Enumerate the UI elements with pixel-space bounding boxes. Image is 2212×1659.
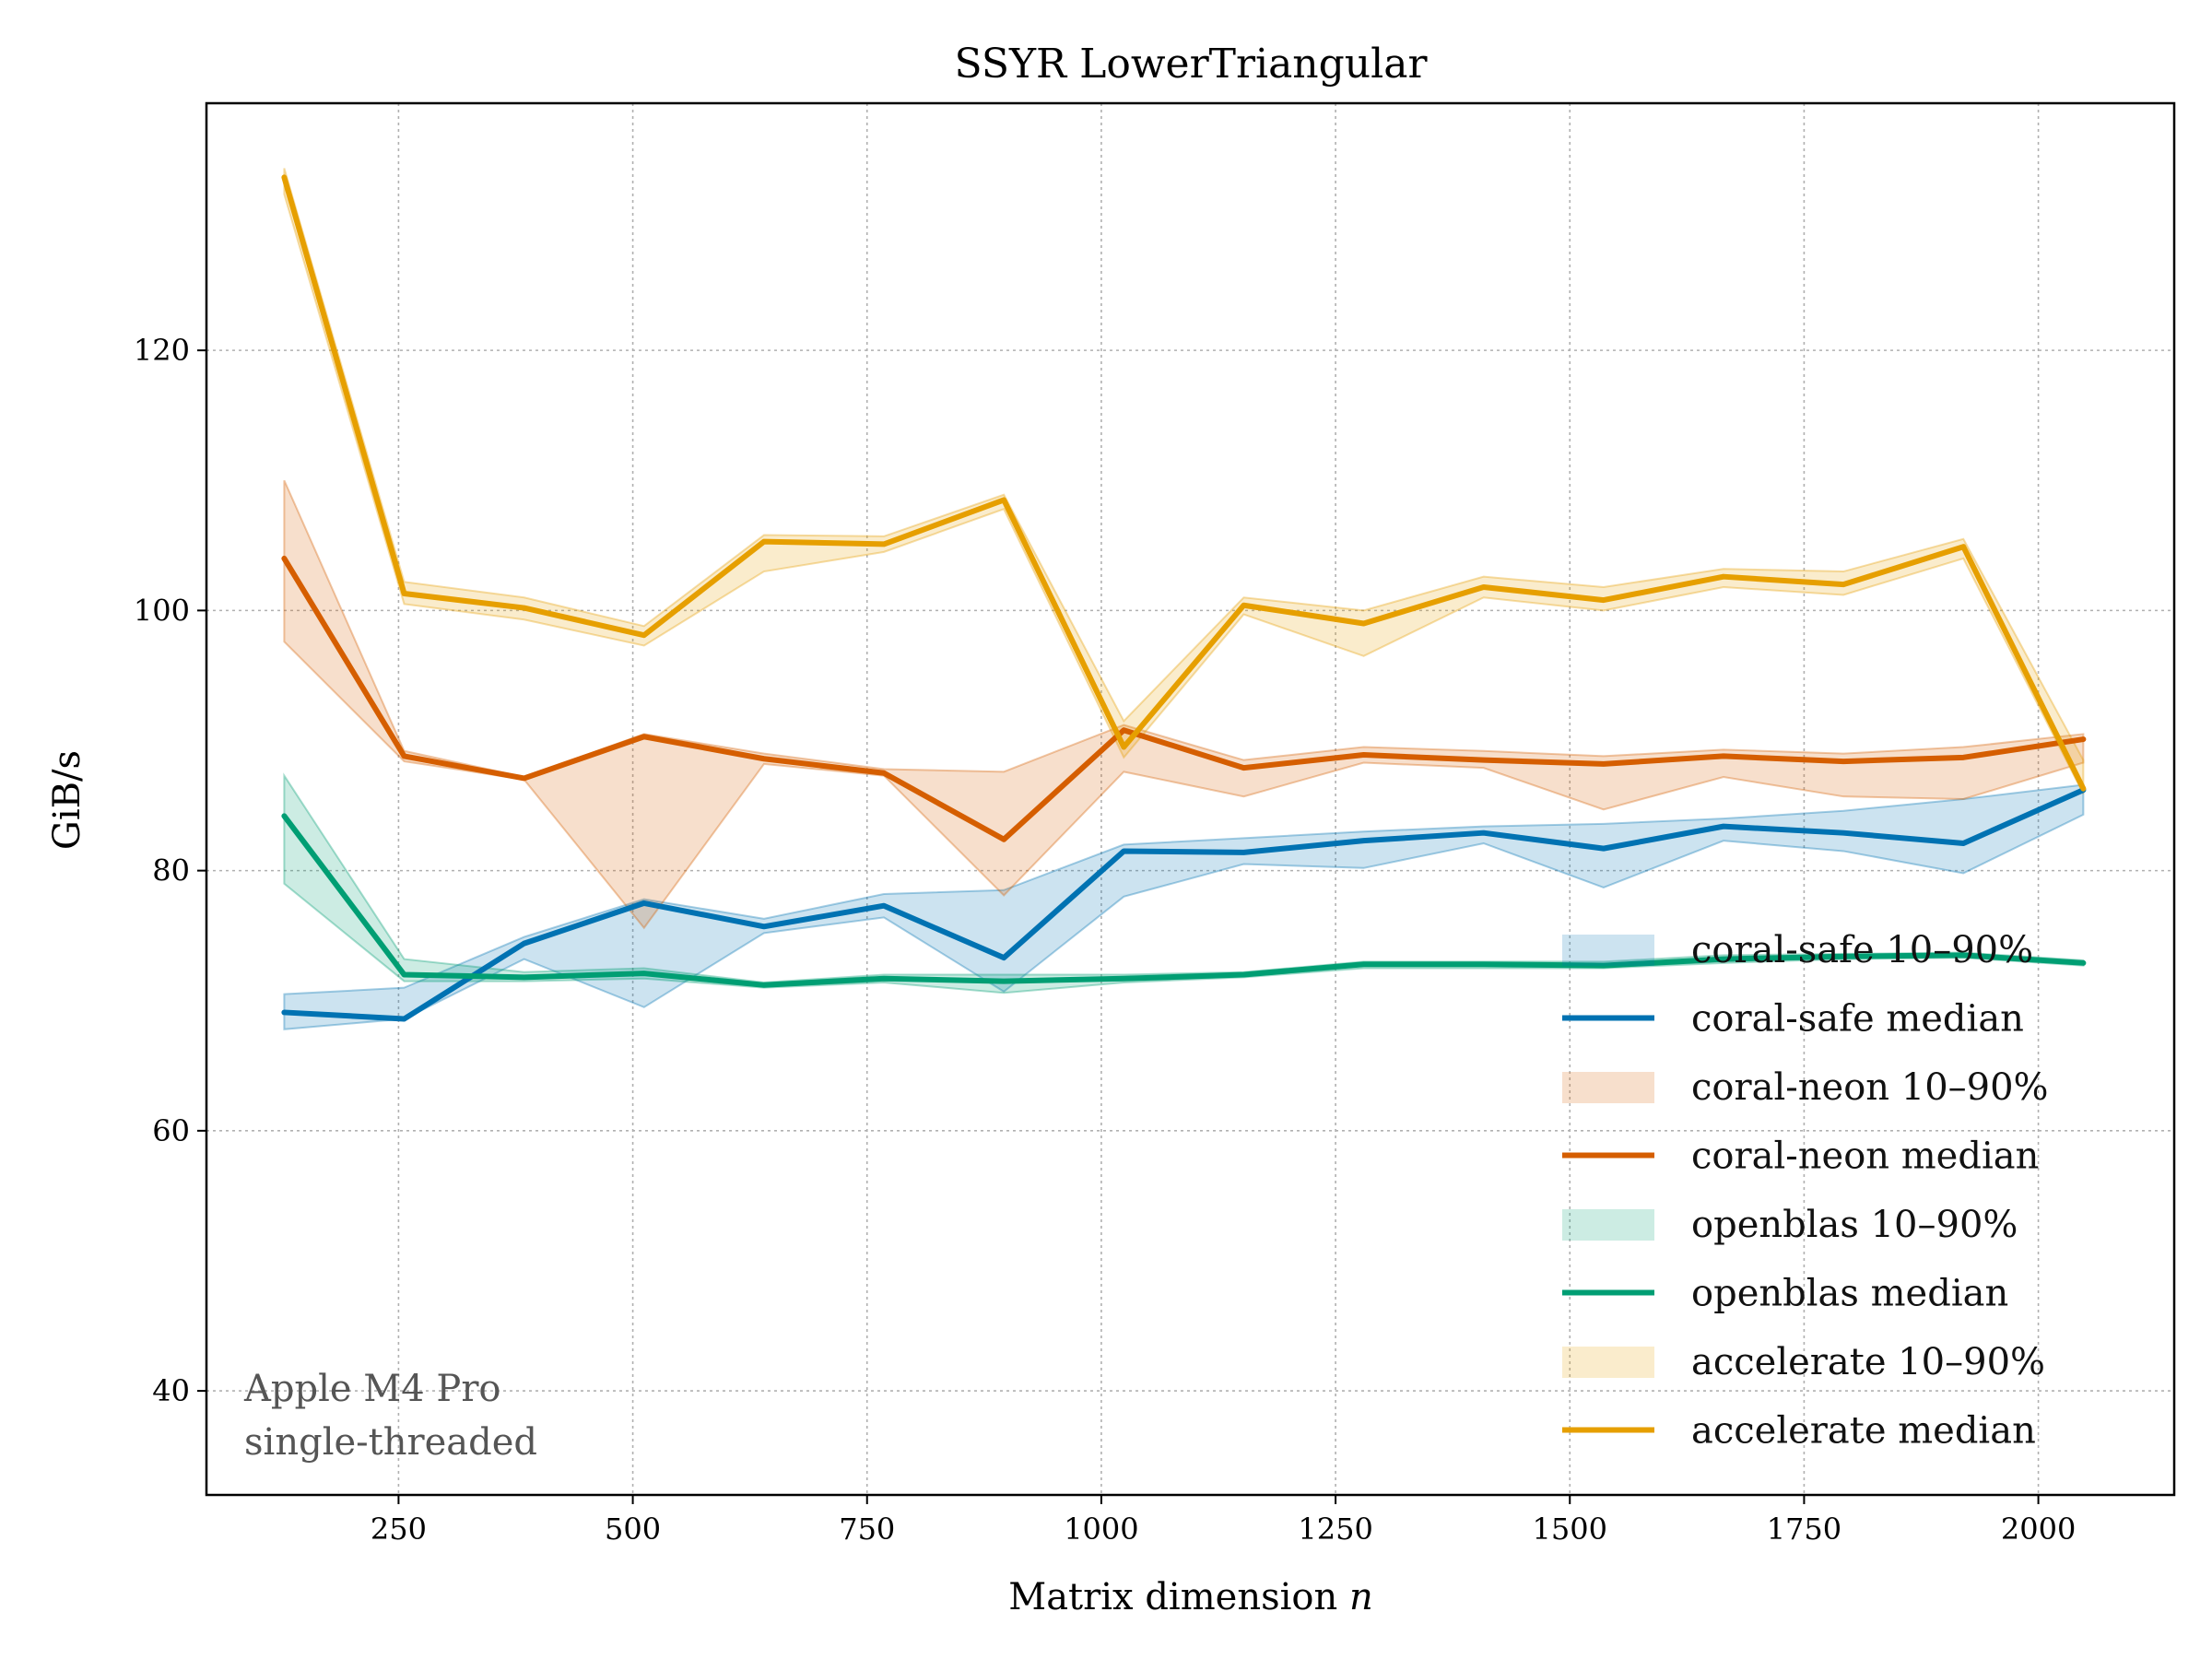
y-tick-label: 80 xyxy=(152,853,190,888)
legend-swatch-band xyxy=(1562,1209,1654,1241)
coral-neon-band xyxy=(283,479,2085,930)
x-tick-label: 1250 xyxy=(1298,1512,1372,1547)
x-axis-label-var: n xyxy=(1349,1576,1373,1618)
accelerate-median-line xyxy=(281,174,2087,792)
legend-label: openblas median xyxy=(1691,1273,2008,1315)
y-tick-label: 100 xyxy=(134,593,190,628)
legend-label: coral-neon 10–90% xyxy=(1691,1066,2049,1109)
y-axis-label: GiB/s xyxy=(46,750,88,850)
openblas-median-line xyxy=(281,813,2087,988)
x-tick-label: 500 xyxy=(605,1512,661,1547)
percentile-bands xyxy=(283,168,2085,1030)
legend-swatch-band xyxy=(1562,1072,1654,1103)
x-axis-label: Matrix dimension n xyxy=(1008,1576,1372,1618)
legend-label: coral-neon median xyxy=(1691,1135,2039,1178)
x-tick-label: 1000 xyxy=(1064,1512,1138,1547)
coral-safe-band xyxy=(283,783,2085,1030)
legend-label: openblas 10–90% xyxy=(1691,1204,2018,1246)
coral-neon-median-line xyxy=(281,555,2087,842)
legend-label: accelerate median xyxy=(1691,1410,2036,1453)
median-lines xyxy=(281,174,2087,1022)
grid xyxy=(206,103,2174,1495)
legend-swatch-band xyxy=(1562,935,1654,966)
y-tick-label: 60 xyxy=(152,1113,190,1148)
coral-safe-median-line xyxy=(281,787,2087,1022)
x-axis-label-text: Matrix dimension xyxy=(1008,1576,1337,1618)
y-axis-ticks: 40 60 80 100 120 xyxy=(134,333,206,1408)
legend-label: coral-safe median xyxy=(1691,998,2024,1041)
legend-label: coral-safe 10–90% xyxy=(1691,929,2033,971)
legend-swatch-band xyxy=(1562,1347,1654,1378)
legend-label: accelerate 10–90% xyxy=(1691,1341,2045,1383)
x-tick-label: 250 xyxy=(371,1512,427,1547)
annotation-line-1: Apple M4 Pro xyxy=(243,1368,501,1410)
accelerate-band xyxy=(283,168,2085,794)
chart-title: SSYR LowerTriangular xyxy=(955,41,1429,88)
x-tick-label: 750 xyxy=(839,1512,895,1547)
x-axis-ticks: 250 500 750 1000 1250 1500 1750 2000 xyxy=(371,1495,2076,1547)
x-tick-label: 1500 xyxy=(1533,1512,1607,1547)
plot-frame xyxy=(205,101,2176,1497)
x-tick-label: 2000 xyxy=(2001,1512,2076,1547)
annotation-line-2: single-threaded xyxy=(244,1421,537,1464)
y-tick-label: 120 xyxy=(134,333,190,368)
y-tick-label: 40 xyxy=(152,1373,190,1408)
legend: coral-safe 10–90% coral-safe median coral-… xyxy=(1562,929,2049,1453)
x-tick-label: 1750 xyxy=(1767,1512,1841,1547)
